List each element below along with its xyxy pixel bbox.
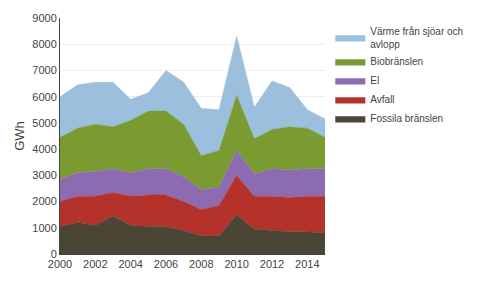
svg-text:6000: 6000	[32, 91, 56, 103]
svg-text:Fossila bränslen: Fossila bränslen	[370, 113, 443, 124]
svg-text:2012: 2012	[260, 258, 284, 270]
svg-text:2004: 2004	[118, 258, 142, 270]
svg-text:2006: 2006	[154, 258, 178, 270]
svg-text:8000: 8000	[32, 38, 56, 50]
svg-text:2008: 2008	[189, 258, 213, 270]
svg-text:4000: 4000	[32, 143, 56, 155]
svg-text:GWh: GWh	[12, 121, 27, 151]
svg-text:7000: 7000	[32, 64, 56, 76]
svg-text:2002: 2002	[83, 258, 107, 270]
svg-text:2014: 2014	[295, 258, 319, 270]
svg-text:1000: 1000	[32, 222, 56, 234]
svg-text:El: El	[370, 75, 379, 86]
svg-text:2010: 2010	[224, 258, 248, 270]
svg-text:2000: 2000	[48, 258, 72, 270]
svg-text:0: 0	[51, 248, 57, 260]
svg-text:9000: 9000	[32, 12, 56, 24]
svg-text:3000: 3000	[32, 169, 56, 181]
svg-text:5000: 5000	[32, 117, 56, 129]
svg-text:Värme från sjöar ochavlopp: Värme från sjöar ochavlopp	[370, 26, 463, 50]
svg-text:Biobränslen: Biobränslen	[370, 56, 423, 67]
svg-text:Avfall: Avfall	[370, 94, 394, 105]
svg-text:2000: 2000	[32, 195, 56, 207]
